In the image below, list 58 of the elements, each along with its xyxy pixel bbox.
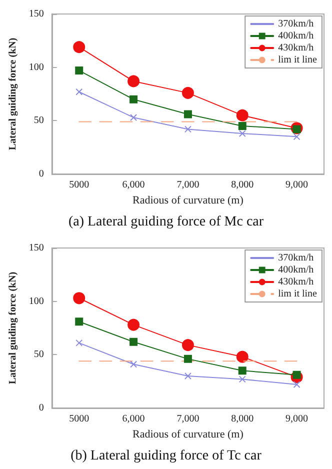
x-tick-label: 5000 — [69, 180, 90, 190]
point — [238, 366, 246, 375]
y-tick-label: 150 — [28, 8, 44, 20]
legend-label: 370km/h — [278, 18, 314, 30]
legend-label: 430km/h — [278, 42, 314, 54]
y-tick-label: 0 — [38, 168, 44, 180]
point — [75, 318, 84, 326]
point — [238, 122, 246, 130]
y-tick-label: 0 — [38, 402, 44, 414]
point — [76, 88, 83, 96]
x-tick-label: 8,000 — [231, 414, 254, 424]
point — [128, 318, 140, 331]
point — [130, 360, 138, 368]
point — [236, 109, 248, 122]
point — [128, 75, 140, 88]
y-tick-label: 150 — [28, 242, 44, 254]
y-tick-label: 100 — [28, 62, 44, 73]
point — [293, 133, 300, 140]
point — [184, 110, 192, 118]
x-axis-title: Radious of curvature (m) — [132, 194, 244, 206]
point — [182, 86, 194, 99]
point — [184, 126, 192, 133]
legend-label: 370km/h — [278, 252, 314, 264]
x-tick-label: 6,000 — [122, 180, 145, 190]
x-axis-title: Radious of curvature (m) — [132, 428, 244, 440]
y-tick-label: 50 — [34, 115, 44, 126]
legend-label: lim it line — [278, 288, 318, 300]
x-tick-label: 5000 — [69, 414, 90, 424]
point — [76, 339, 83, 346]
point — [130, 114, 138, 121]
point — [293, 381, 300, 388]
point — [182, 339, 194, 352]
y-axis-title: Lateral guiding force (kN) — [8, 272, 18, 384]
text: (b) Lateral guiding force of Tc car — [70, 448, 262, 464]
x-tick-label: 9,000 — [286, 180, 308, 190]
point — [75, 66, 84, 75]
point — [238, 130, 246, 137]
point — [184, 372, 192, 380]
x-tick-label: 6,000 — [122, 414, 145, 424]
legend-label: 400km/h — [278, 264, 314, 276]
y-axis-title: Lateral guiding force (kN) — [8, 38, 18, 150]
point — [238, 376, 246, 383]
point — [184, 354, 192, 363]
point — [130, 338, 138, 346]
point — [130, 95, 138, 104]
x-tick-label: 7,000 — [176, 414, 200, 424]
legend-label: lim it line — [278, 54, 318, 66]
point — [236, 350, 248, 363]
y-tick-label: 100 — [28, 296, 44, 307]
x-tick-label: 7,000 — [176, 180, 200, 190]
y-tick-label: 50 — [34, 349, 44, 360]
legend-label: 400km/h — [278, 30, 314, 42]
legend-label: 430km/h — [278, 276, 314, 288]
point — [73, 292, 86, 304]
x-tick-label: 8,000 — [231, 180, 254, 190]
point — [73, 41, 86, 54]
x-tick-label: 9,000 — [286, 414, 308, 424]
text: (a) Lateral guiding force of Mc car — [68, 214, 264, 230]
